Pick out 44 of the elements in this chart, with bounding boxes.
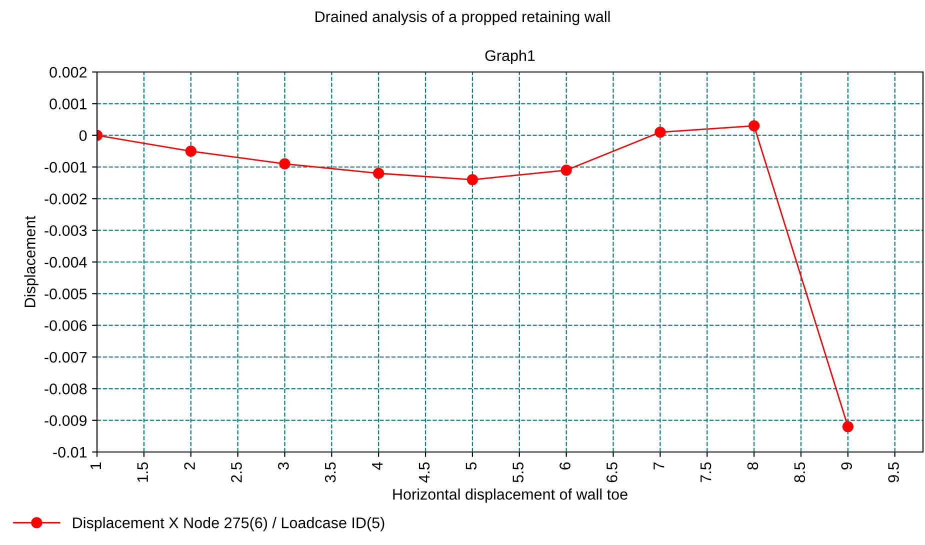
point bbox=[466, 174, 478, 186]
point bbox=[373, 168, 384, 179]
point bbox=[842, 421, 854, 432]
y-tick-label: -0.004 bbox=[44, 256, 87, 268]
x-tick-label: 2 bbox=[184, 462, 195, 470]
x-tick-label: 3.5 bbox=[324, 462, 336, 482]
point bbox=[748, 120, 760, 132]
y-tick-label: 0.002 bbox=[50, 66, 87, 78]
point bbox=[185, 146, 196, 157]
x-tick-label: 7 bbox=[654, 462, 664, 470]
y-tick-label: -0.007 bbox=[44, 352, 87, 363]
point bbox=[560, 164, 572, 176]
x-tick-label: 6 bbox=[560, 462, 570, 470]
y-tick-label: -0.002 bbox=[44, 194, 87, 204]
y-tick-label: -0.01 bbox=[53, 446, 87, 458]
y-axis-title: Displacement bbox=[24, 216, 38, 308]
x-tick-label: 8.5 bbox=[794, 462, 806, 482]
x-tick-label: 1 bbox=[90, 462, 101, 470]
y-tick-label: -0.001 bbox=[44, 162, 87, 173]
x-tick-label: 8 bbox=[747, 462, 758, 470]
x-tick-label: 4 bbox=[372, 462, 383, 470]
y-tick-label: -0.006 bbox=[44, 320, 87, 332]
y-tick-label: -0.003 bbox=[44, 225, 87, 236]
x-tick-label: 5.5 bbox=[512, 462, 524, 482]
chart-subtitle: Graph1 bbox=[485, 50, 535, 64]
x-tick-label: 6.5 bbox=[606, 462, 618, 482]
x-tick-label: 9 bbox=[841, 462, 852, 470]
legend-label: Displacement X Node 275(6) / Loadcase ID(5) bbox=[73, 517, 384, 532]
x-tick-label: 4.5 bbox=[418, 462, 430, 483]
y-tick-label: -0.005 bbox=[44, 288, 87, 300]
x-axis-title: Horizontal displacement of wall toe bbox=[393, 488, 628, 503]
chart-title: Drained analysis of a propped retaining wall bbox=[316, 10, 610, 26]
x-tick-label: 1.5 bbox=[137, 462, 148, 482]
x-tick-label: 9.5 bbox=[888, 462, 899, 482]
y-tick-label: 0.001 bbox=[50, 98, 87, 110]
point bbox=[279, 158, 290, 170]
x-tick-label: 5 bbox=[466, 462, 477, 470]
y-tick-label: 0 bbox=[79, 130, 87, 142]
x-tick-label: 2.5 bbox=[231, 462, 242, 482]
y-tick-label: -0.009 bbox=[44, 415, 87, 426]
x-tick-label: 3 bbox=[278, 462, 289, 470]
point bbox=[654, 126, 666, 138]
y-tick-label: -0.008 bbox=[44, 384, 87, 394]
x-tick-label: 7.5 bbox=[700, 462, 712, 482]
